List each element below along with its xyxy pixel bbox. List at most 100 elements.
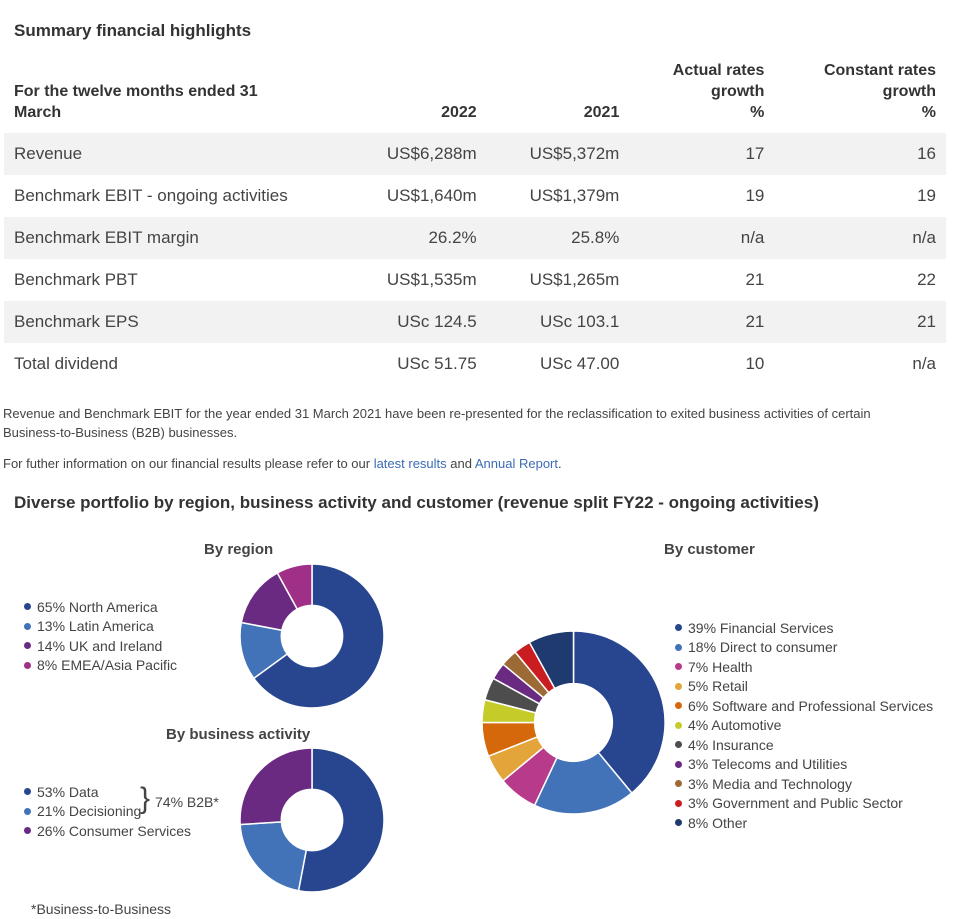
legend-label: 7% Health [688,658,753,675]
table-cell: USc 47.00 [539,354,620,373]
legend-swatch [24,622,31,630]
table-row: Total dividend USc 51.75 USc 47.00 10 n/a [4,343,946,385]
legend-label: 21% Decisioning [37,803,142,820]
donut-slice [239,747,313,826]
table-cell: n/a [912,354,936,373]
column-header-line: For the twelve months ended 31 [14,83,258,100]
legend-label: 53% Data [37,783,99,800]
table-cell: US$5,372m [486,133,630,175]
column-header: 2022 [344,60,487,133]
annual-report-link[interactable]: Annual Report [474,456,558,471]
customer-legend: 39% Financial Services 18% Direct to cons… [675,618,933,833]
column-header: Constant rates growth% [774,60,946,133]
legend-swatch [675,760,682,768]
legend-label: 8% Other [688,814,748,831]
table-cell: 21 [745,270,765,289]
column-header: For the twelve months ended 31 March [4,60,344,133]
legend-item: 65% North America [24,597,177,617]
legend-swatch [24,827,31,835]
legend-label: 18% Direct to consumer [688,639,838,656]
b2b-brace: } [140,782,151,815]
legend-item: 8% EMEA/Asia Pacific [24,656,177,676]
legend-item: 18% Direct to consumer [675,638,933,658]
table-cell: 22 [917,270,936,289]
latest-results-link[interactable]: latest results [373,456,447,471]
table-cell: US$1,379m [529,186,620,205]
column-header-line: March [14,104,62,121]
legend-swatch [675,741,682,749]
portfolio-title: Diverse portfolio by region, business ac… [14,493,819,512]
row-label: Benchmark PBT [14,270,138,289]
legend-swatch [675,663,682,671]
further-info-text: For futher information on our financial … [3,456,374,471]
legend-swatch [675,799,682,807]
represent-note: Revenue and Benchmark EBIT for the year … [3,406,871,440]
activity-chart-title: By business activity [166,726,311,743]
legend-swatch [675,721,682,729]
table-cell: USc 124.5 [344,301,487,343]
table-cell: US$6,288m [344,133,487,175]
table-header-row: For the twelve months ended 31 March 2022 2… [4,60,946,133]
legend-item: 14% UK and Ireland [24,636,177,656]
legend-item: 3% Government and Public Sector [675,794,933,814]
table-row: Revenue US$6,288m US$5,372m 17 16 [4,133,946,175]
column-header-line: % [921,104,936,121]
legend-label: 3% Media and Technology [688,775,852,792]
table-cell: USc 51.75 [397,354,477,373]
table-cell: 19 [917,186,936,205]
further-info-end: . [558,456,562,471]
b2b-label: 74% B2B* [155,794,219,810]
donut-slice [572,630,666,795]
legend-item: 3% Telecoms and Utilities [675,755,933,775]
region-legend: 65% North America 13% Latin America 14% UK… [24,597,177,675]
page-title: Summary financial highlights [14,21,252,40]
table-cell: 26.2% [344,217,487,259]
legend-item: 21% Decisioning [24,802,191,822]
legend-item: 7% Health [675,657,933,677]
legend-item: 8% Other [675,813,933,833]
legend-swatch [675,780,682,788]
legend-label: 3% Government and Public Sector [688,795,903,812]
legend-label: 65% North America [37,598,158,615]
column-header-line: % [750,104,765,121]
legend-item: 3% Media and Technology [675,774,933,794]
table-cell: US$1,265m [529,270,620,289]
table-cell: 21 [774,301,946,343]
column-header-line: growth [711,83,765,100]
column-header-line: Constant rates [823,62,936,79]
table-row: Benchmark EPS USc 124.5 USc 103.1 21 21 [4,301,946,343]
legend-swatch [675,682,682,690]
table-cell: USc 103.1 [486,301,630,343]
region-donut-chart [239,563,385,709]
customer-donut-chart [481,630,666,815]
table-row: Benchmark EBIT margin 26.2% 25.8% n/a n/a [4,217,946,259]
legend-item: 6% Software and Professional Services [675,696,933,716]
legend-label: 13% Latin America [37,618,154,635]
column-header: Actual rates growth% [629,60,774,133]
legend-label: 8% EMEA/Asia Pacific [37,657,178,674]
column-header-line: 2021 [583,104,620,121]
row-label: Benchmark EBIT margin [4,217,344,259]
further-info-note: For futher information on our financial … [3,454,562,473]
table-cell: 16 [774,133,946,175]
row-label: Benchmark EPS [4,301,344,343]
further-info-and: and [446,456,475,471]
column-header-line: 2022 [441,104,477,121]
donut-slice [239,821,308,892]
legend-swatch [675,702,682,710]
legend-label: 6% Software and Professional Services [688,697,934,714]
table-cell: 10 [745,354,765,373]
legend-swatch [24,661,31,669]
legend-item: 53% Data [24,782,191,802]
legend-swatch [24,807,31,815]
table-row: Benchmark EBIT - ongoing activities US$1,… [4,175,946,217]
legend-item: 13% Latin America [24,617,177,637]
table-cell: n/a [774,217,946,259]
legend-swatch [675,819,682,827]
footnote: *Business-to-Business [31,901,172,917]
legend-label: 26% Consumer Services [37,822,192,839]
customer-chart-title: By customer [664,541,755,558]
legend-item: 4% Automotive [675,716,933,736]
legend-label: 39% Financial Services [688,619,834,636]
table-cell: 17 [629,133,775,175]
